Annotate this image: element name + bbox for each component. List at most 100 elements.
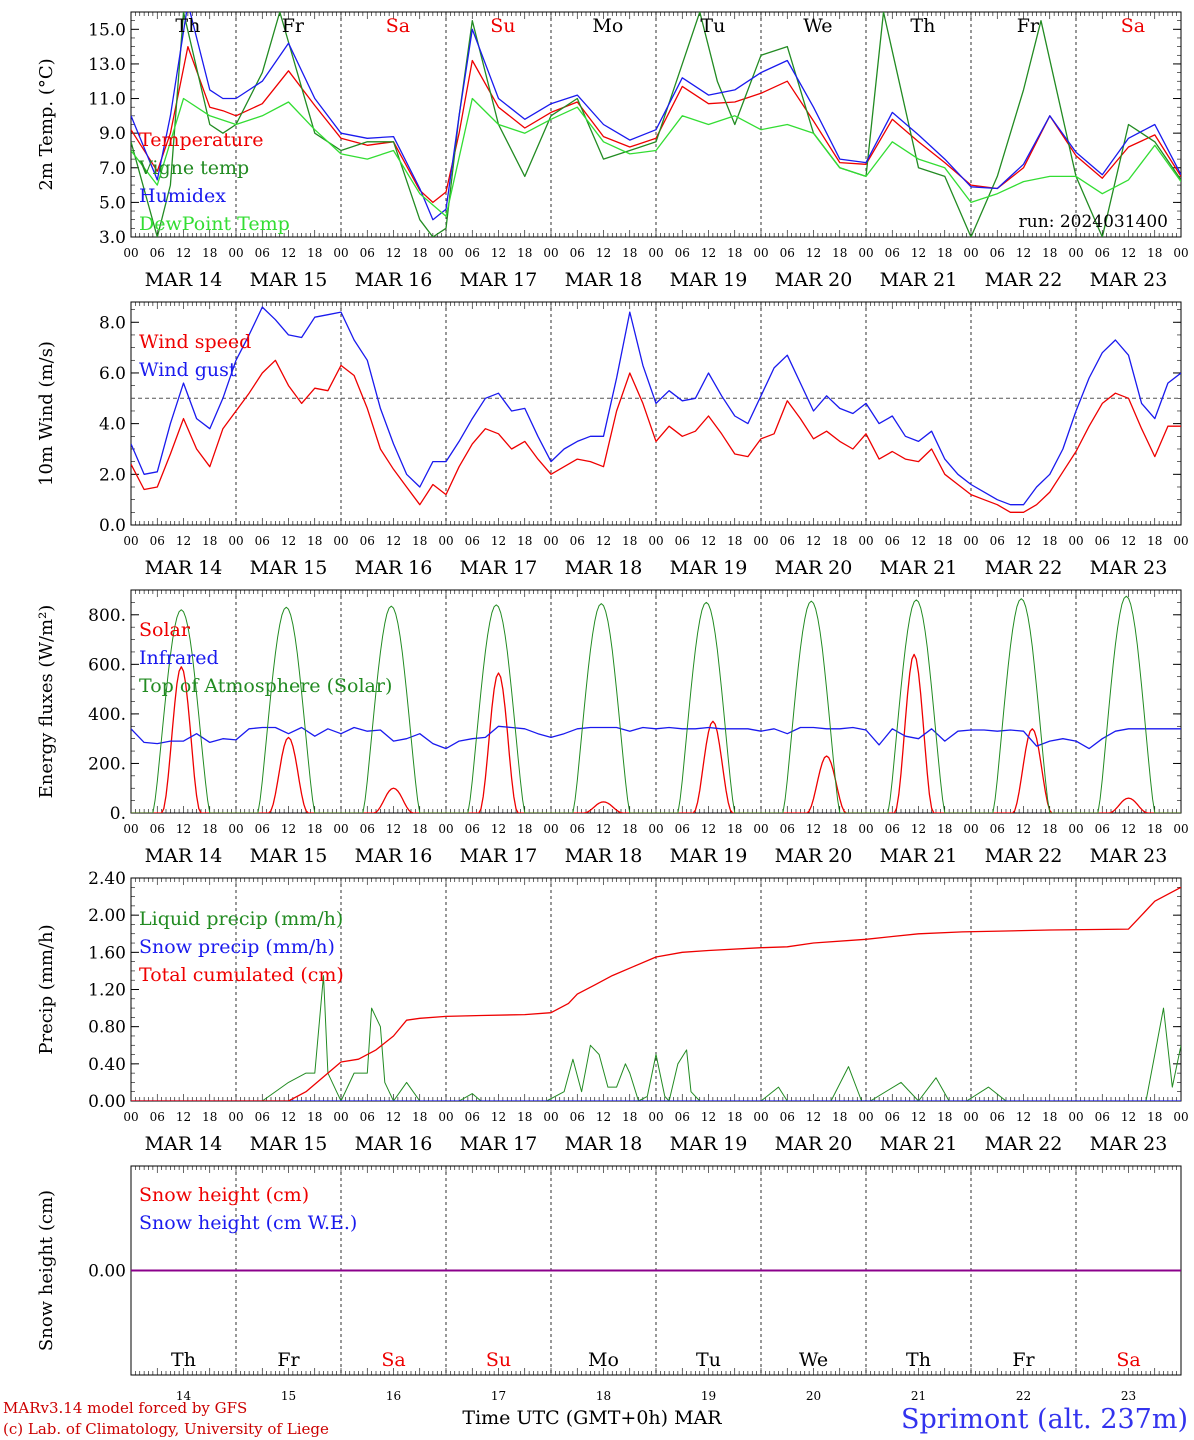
x-date-label: MAR 19 [670, 1133, 748, 1155]
series-humidex [131, 12, 1181, 221]
x-hour-label: 18 [727, 1110, 742, 1124]
x-hour-label: 06 [150, 246, 165, 260]
x-hour-label: 00 [333, 534, 348, 548]
x-hour-label: 00 [858, 534, 873, 548]
x-date-label: MAR 16 [355, 845, 433, 867]
legend-solar: Solar [139, 619, 191, 641]
day-number: 21 [911, 1389, 926, 1403]
x-date-label: MAR 21 [880, 1133, 958, 1155]
x-hour-label: 00 [753, 534, 768, 548]
x-hour-label: 06 [1095, 246, 1110, 260]
day-abbr-top: Fr [282, 15, 305, 37]
x-hour-label: 06 [360, 822, 375, 836]
y-tick-label: 4.0 [99, 415, 126, 435]
x-hour-label: 18 [517, 1110, 532, 1124]
series-temperature [131, 45, 1181, 204]
x-hour-label: 12 [176, 822, 191, 836]
x-hour-label: 12 [911, 534, 926, 548]
x-hour-label: 18 [307, 534, 322, 548]
x-hour-label: 00 [858, 822, 873, 836]
x-date-label: MAR 23 [1090, 269, 1168, 291]
x-hour-label: 00 [753, 1110, 768, 1124]
day-abbr-bottom: Fr [1012, 1349, 1035, 1371]
x-date-label: MAR 17 [460, 845, 538, 867]
day-abbr-bottom: Th [906, 1349, 931, 1371]
x-hour-label: 06 [255, 1110, 270, 1124]
x-hour-label: 06 [990, 534, 1005, 548]
x-hour-label: 00 [438, 1110, 453, 1124]
x-hour-label: 06 [990, 246, 1005, 260]
x-hour-label: 18 [622, 534, 637, 548]
x-hour-label: 18 [937, 246, 952, 260]
day-number: 22 [1016, 1389, 1031, 1403]
x-hour-label: 18 [1042, 822, 1057, 836]
x-hour-label: 06 [465, 822, 480, 836]
y-tick-label: 1.60 [88, 943, 126, 963]
x-hour-label: 00 [228, 1110, 243, 1124]
day-abbr-top: Th [910, 15, 935, 37]
legend-snow-height-cm: Snow height (cm) [139, 1184, 309, 1206]
x-hour-label: 18 [412, 534, 427, 548]
day-abbr-bottom: Sa [381, 1349, 405, 1371]
x-hour-label: 12 [491, 246, 506, 260]
x-hour-label: 00 [1173, 534, 1188, 548]
x-hour-label: 06 [1095, 534, 1110, 548]
x-hour-label: 06 [570, 534, 585, 548]
x-date-label: MAR 23 [1090, 557, 1168, 579]
x-hour-label: 12 [911, 822, 926, 836]
x-hour-label: 06 [675, 246, 690, 260]
x-hour-label: 12 [1016, 534, 1031, 548]
x-hour-label: 00 [543, 534, 558, 548]
day-abbr-bottom: Tu [696, 1349, 721, 1371]
x-hour-label: 00 [123, 1110, 138, 1124]
y-axis-label: 10m Wind (m/s) [36, 341, 57, 486]
x-date-label: MAR 21 [880, 269, 958, 291]
x-hour-label: 18 [1147, 1110, 1162, 1124]
x-hour-label: 18 [307, 246, 322, 260]
x-hour-label: 18 [517, 246, 532, 260]
x-hour-label: 12 [281, 246, 296, 260]
x-hour-label: 18 [727, 534, 742, 548]
x-hour-label: 06 [885, 246, 900, 260]
x-hour-label: 12 [701, 1110, 716, 1124]
x-hour-label: 00 [1173, 1110, 1188, 1124]
x-hour-label: 00 [228, 822, 243, 836]
x-date-label: MAR 23 [1090, 1133, 1168, 1155]
x-hour-label: 00 [1068, 246, 1083, 260]
legend-vigne-temp: Vigne temp [138, 157, 249, 179]
x-date-label: MAR 19 [670, 845, 748, 867]
y-tick-label: 15.0 [88, 20, 126, 40]
x-hour-label: 12 [176, 1110, 191, 1124]
x-hour-label: 06 [780, 246, 795, 260]
series-solar [131, 653, 1181, 813]
x-hour-label: 00 [963, 1110, 978, 1124]
location-label: Sprimont (alt. 237m) [901, 1404, 1188, 1435]
x-hour-label: 18 [1042, 534, 1057, 548]
x-hour-label: 18 [832, 534, 847, 548]
x-date-label: MAR 18 [565, 845, 643, 867]
day-number: 16 [386, 1389, 401, 1403]
y-tick-label: 6.0 [99, 364, 126, 384]
y-tick-label: 0.40 [88, 1055, 126, 1075]
x-hour-label: 12 [1121, 1110, 1136, 1124]
x-hour-label: 00 [543, 246, 558, 260]
x-hour-label: 06 [150, 1110, 165, 1124]
y-axis-label: Energy fluxes (W/m²) [36, 605, 57, 799]
x-date-label: MAR 18 [565, 1133, 643, 1155]
x-hour-label: 18 [1147, 534, 1162, 548]
day-abbr-bottom: Th [171, 1349, 196, 1371]
x-date-label: MAR 14 [145, 557, 223, 579]
x-date-label: MAR 22 [985, 845, 1063, 867]
x-hour-label: 06 [465, 246, 480, 260]
x-date-label: MAR 18 [565, 557, 643, 579]
footer-credit: (c) Lab. of Climatology, University of L… [3, 1420, 329, 1438]
x-date-label: MAR 22 [985, 1133, 1063, 1155]
day-abbr-top: Tu [700, 15, 725, 37]
legend-top-of-atmosphere-solar: Top of Atmosphere (Solar) [139, 675, 392, 697]
x-hour-label: 00 [123, 534, 138, 548]
x-date-label: MAR 15 [250, 557, 328, 579]
y-tick-label: 5.0 [99, 193, 126, 213]
legend-infrared: Infrared [139, 647, 219, 669]
x-hour-label: 00 [1068, 822, 1083, 836]
